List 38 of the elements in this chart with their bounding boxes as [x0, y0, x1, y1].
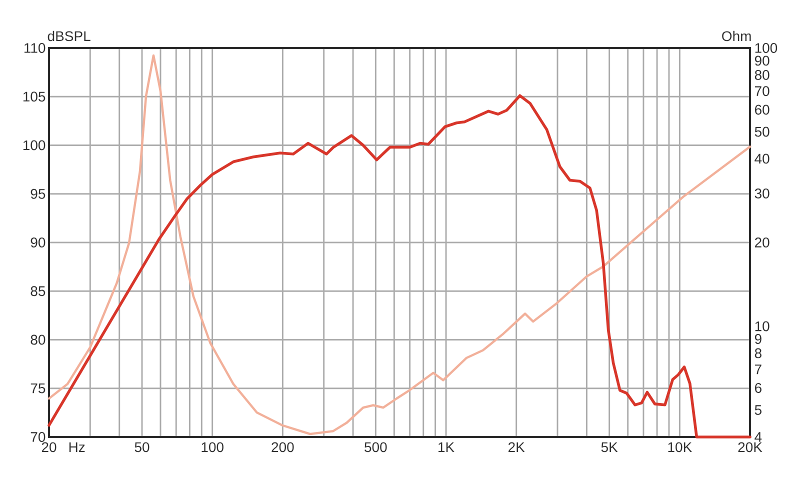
x-tick-label: 100: [202, 442, 224, 452]
x-tick-label: 200: [272, 442, 294, 452]
y-tick-label: 9: [754, 334, 762, 344]
x-tick-label: 10K: [668, 442, 692, 452]
y-tick-label: 100: [755, 43, 778, 53]
y2-tick-label: 110: [24, 43, 46, 53]
y2-tick-label: 90: [30, 238, 46, 248]
x-tick-label: 20K: [738, 442, 762, 452]
x-tick-label: 20: [42, 442, 56, 452]
y-tick-label: 70: [755, 86, 770, 96]
y2-tick-label: 75: [30, 383, 46, 394]
x-tick-label: 500: [364, 442, 387, 452]
y-tick-label: 30: [754, 188, 770, 198]
x-tick-label: 50: [134, 442, 150, 452]
y2-tick-label: 80: [30, 334, 46, 345]
y-tick-label: 50: [754, 126, 770, 137]
y-tick-label: 5: [754, 405, 762, 415]
y-tick-label: 40: [754, 154, 770, 164]
y2-tick-label: 70: [30, 432, 46, 442]
y-tick-label: 8: [754, 348, 762, 358]
y-axis-title: Ohm: [722, 30, 751, 42]
y2-tick-label: 105: [23, 92, 46, 102]
y-tick-label: 4: [754, 432, 762, 442]
y-tick-label: 90: [754, 56, 770, 66]
y-tick-label: 60: [755, 104, 770, 115]
y-tick-label: 7: [755, 364, 762, 374]
x-axis-title: Hz: [69, 442, 85, 452]
y-tick-label: 80: [754, 70, 770, 80]
y2-tick-label: 100: [23, 140, 46, 150]
y-tick-label: 6: [755, 383, 762, 393]
y2-tick-label: 85: [30, 286, 46, 296]
x-tick-label: 5K: [601, 442, 618, 452]
y2-axis-title: dBSPL: [48, 30, 90, 42]
x-tick-label: 2K: [508, 442, 525, 452]
y2-tick-label: 95: [30, 188, 46, 199]
x-tick-label: 1K: [438, 442, 454, 452]
y-tick-label: 20: [755, 238, 770, 248]
y-tick-label: 10: [755, 321, 770, 332]
